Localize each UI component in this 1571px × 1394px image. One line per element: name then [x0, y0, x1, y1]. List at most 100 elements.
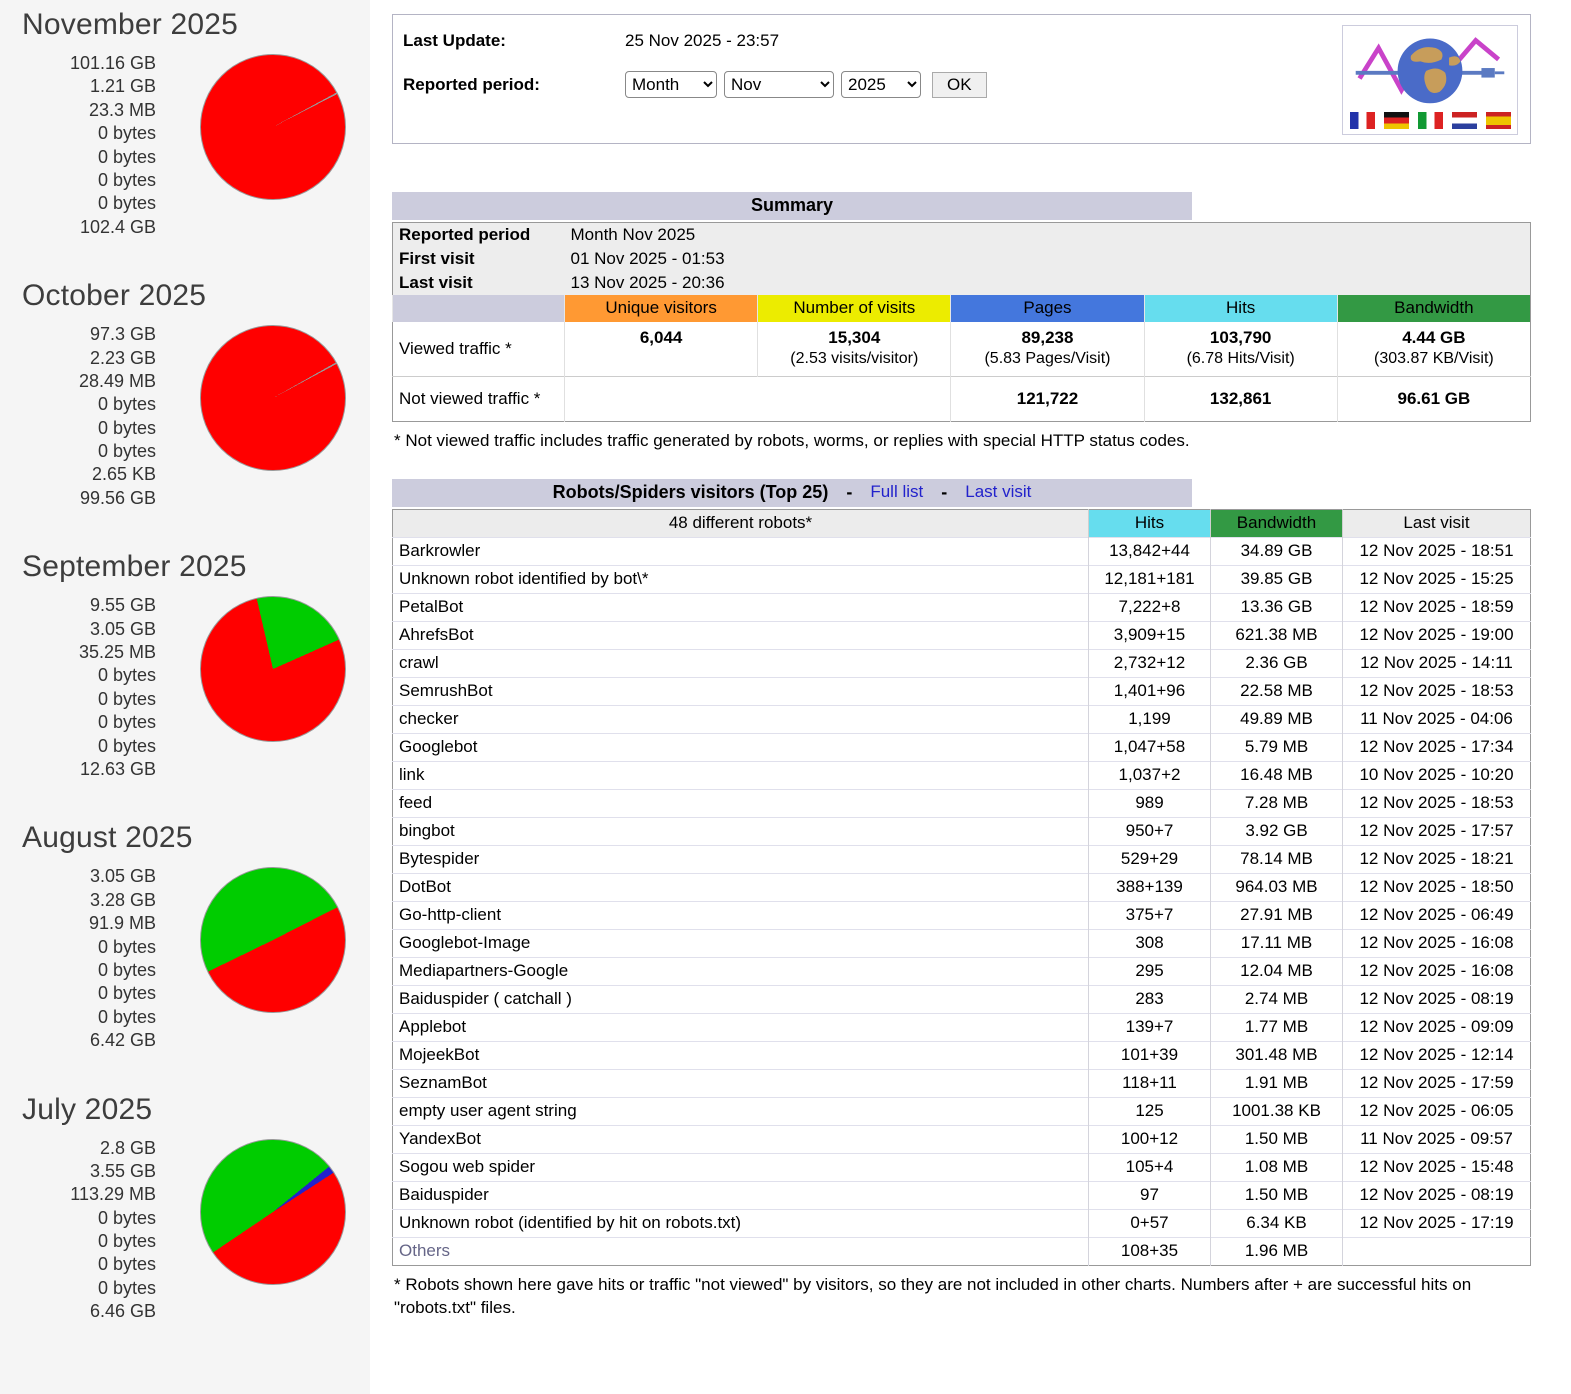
- last-update-value: 25 Nov 2025 - 23:57: [625, 31, 780, 50]
- month-value: 2.8 GB: [99, 1137, 156, 1158]
- robot-name: DotBot: [392, 872, 1089, 902]
- separator-dash: -: [941, 481, 948, 502]
- robot-bandwidth: 964.03 MB: [1210, 872, 1343, 902]
- month-summary-block: November 2025 101.16 GB 1.21 GB 23.3 MB 0 b…: [6, 8, 370, 239]
- period-type-select[interactable]: Month: [625, 71, 717, 98]
- month-value: 0 bytes: [97, 959, 156, 980]
- month-value: 23.3 MB: [88, 99, 156, 120]
- flag-fr-icon[interactable]: [1349, 112, 1375, 129]
- robot-row: SeznamBot 118+11 1.91 MB 12 Nov 2025 - 17:5…: [392, 1068, 1531, 1098]
- month-value: 0 bytes: [97, 983, 156, 1004]
- month-pie-chart: [200, 596, 346, 743]
- full-list-link[interactable]: Full list: [870, 482, 924, 502]
- robot-row: AhrefsBot 3,909+15 621.38 MB 12 Nov 2025 - …: [392, 620, 1531, 650]
- last-visit-link[interactable]: Last visit: [965, 482, 1032, 502]
- robot-last-visit: 12 Nov 2025 - 17:57: [1342, 816, 1531, 846]
- last-update-label: Last Update:: [403, 31, 506, 50]
- robot-hits: 375+7: [1088, 900, 1211, 930]
- robot-row: checker 1,199 49.89 MB 11 Nov 2025 - 04:06: [392, 704, 1531, 734]
- month-value: 0 bytes: [97, 1231, 156, 1252]
- month-body: 3.05 GB 3.28 GB 91.9 MB 0 bytes 0 bytes 0 byt…: [6, 865, 370, 1052]
- flag-de-icon[interactable]: [1383, 112, 1409, 129]
- month-value: 3.05 GB: [89, 618, 156, 639]
- month-value: 2.23 GB: [89, 347, 156, 368]
- summary-title-bar: Summary: [392, 192, 1192, 220]
- summary-info-row: Last visit 13 Nov 2025 - 20:36: [392, 271, 1531, 295]
- robot-bandwidth: 6.34 KB: [1210, 1208, 1343, 1238]
- robot-name: Mediapartners-Google: [392, 956, 1089, 986]
- robot-name: AhrefsBot: [392, 620, 1089, 650]
- summary-title: Summary: [750, 195, 834, 215]
- robot-last-visit: 12 Nov 2025 - 16:08: [1342, 928, 1531, 958]
- month-value: 3.55 GB: [89, 1160, 156, 1181]
- month-value: 113.29 MB: [70, 1184, 156, 1205]
- month-values: 97.3 GB 2.23 GB 28.49 MB 0 bytes 0 bytes 0 by…: [6, 323, 156, 510]
- robot-hits: 12,181+181: [1088, 564, 1211, 594]
- robot-name: Baiduspider ( catchall ): [392, 984, 1089, 1014]
- robot-hits: 108+35: [1088, 1236, 1211, 1266]
- robot-hits: 1,199: [1088, 704, 1211, 734]
- month-value: 6.42 GB: [89, 1030, 156, 1051]
- robots-footnote: * Robots shown here gave hits or traffic…: [394, 1274, 1472, 1317]
- robot-bandwidth: 1.08 MB: [1210, 1152, 1343, 1182]
- robot-bandwidth: 78.14 MB: [1210, 844, 1343, 874]
- month-pie-chart: [200, 1138, 346, 1285]
- summary-row: Not viewed traffic * 121,722 132,861 96.61 …: [392, 376, 1531, 422]
- robot-row: MojeekBot 101+39 301.48 MB 12 Nov 2025 - 12…: [392, 1040, 1531, 1070]
- month-body: 2.8 GB 3.55 GB 113.29 MB 0 bytes 0 bytes 0 by…: [6, 1137, 370, 1324]
- month-value: 0 bytes: [97, 936, 156, 957]
- robot-row: Applebot 139+7 1.77 MB 12 Nov 2025 - 09:09: [392, 1012, 1531, 1042]
- robot-name: crawl: [392, 648, 1089, 678]
- robot-bandwidth: 1.91 MB: [1210, 1068, 1343, 1098]
- month-value: 99.56 GB: [79, 487, 156, 508]
- robot-last-visit: 12 Nov 2025 - 09:09: [1342, 1012, 1531, 1042]
- robot-name: Googlebot: [392, 732, 1089, 762]
- robot-last-visit: 12 Nov 2025 - 19:00: [1342, 620, 1531, 650]
- ok-button[interactable]: OK: [932, 71, 987, 98]
- period-month-select[interactable]: Nov: [724, 71, 834, 98]
- robot-name: Baiduspider: [392, 1180, 1089, 1210]
- month-value: 9.55 GB: [89, 595, 156, 616]
- summary-table: Reported period Month Nov 2025 First vis…: [392, 222, 1531, 422]
- robot-hits: 7,222+8: [1088, 592, 1211, 622]
- robot-bandwidth: 5.79 MB: [1210, 732, 1343, 762]
- robot-row: Googlebot 1,047+58 5.79 MB 12 Nov 2025 - 17…: [392, 732, 1531, 762]
- robot-hits: 1,047+58: [1088, 732, 1211, 762]
- summary-column-header: Pages: [950, 295, 1145, 322]
- robot-last-visit: 12 Nov 2025 - 16:08: [1342, 956, 1531, 986]
- month-value: 0 bytes: [97, 193, 156, 214]
- robot-bandwidth: 27.91 MB: [1210, 900, 1343, 930]
- period-year-select[interactable]: 2025: [841, 71, 921, 98]
- robot-last-visit: 12 Nov 2025 - 12:14: [1342, 1040, 1531, 1070]
- robots-title-bar: Robots/Spiders visitors (Top 25) - Full …: [392, 478, 1192, 507]
- month-pie-chart: [200, 325, 346, 472]
- robot-name: Unknown robot identified by bot\*: [392, 564, 1089, 594]
- robot-hits: 118+11: [1088, 1068, 1211, 1098]
- robot-bandwidth: 34.89 GB: [1210, 536, 1343, 566]
- month-title: July 2025: [22, 1092, 153, 1126]
- flag-nl-icon[interactable]: [1451, 112, 1477, 129]
- robot-name: Unknown robot (identified by hit on robo…: [392, 1208, 1089, 1238]
- monthly-history-sidebar: November 2025 101.16 GB 1.21 GB 23.3 MB 0 b…: [0, 0, 370, 1394]
- robot-hits: 125: [1088, 1096, 1211, 1126]
- month-value: 2.65 KB: [91, 464, 156, 485]
- summary-column-header: Bandwidth: [1336, 295, 1531, 322]
- summary-info-row: Reported period Month Nov 2025: [392, 222, 1531, 247]
- summary-row: Viewed traffic * 6,044 15,304 (2.53 visits/…: [393, 322, 1531, 377]
- awstats-logo-box: [1342, 25, 1518, 135]
- month-title: September 2025: [22, 550, 247, 584]
- robot-bandwidth: 3.92 GB: [1210, 816, 1343, 846]
- month-title: August 2025: [22, 821, 193, 855]
- robot-hits: 13,842+44: [1088, 536, 1211, 566]
- robot-name: empty user agent string: [392, 1096, 1089, 1126]
- month-summary-block: August 2025 3.05 GB 3.28 GB 91.9 MB 0 bytes…: [6, 821, 370, 1052]
- month-value: 0 bytes: [97, 1006, 156, 1027]
- robot-bandwidth: 16.48 MB: [1210, 760, 1343, 790]
- robot-row: Baiduspider 97 1.50 MB 12 Nov 2025 - 08:19: [392, 1180, 1531, 1210]
- summary-row-label: Viewed traffic *: [399, 339, 512, 358]
- robot-last-visit: 12 Nov 2025 - 15:25: [1342, 564, 1531, 594]
- summary-value-cell: 15,304 (2.53 visits/visitor): [757, 322, 951, 377]
- flag-es-icon[interactable]: [1485, 112, 1511, 129]
- reported-period-label: Reported period:: [403, 74, 540, 94]
- flag-it-icon[interactable]: [1417, 112, 1443, 129]
